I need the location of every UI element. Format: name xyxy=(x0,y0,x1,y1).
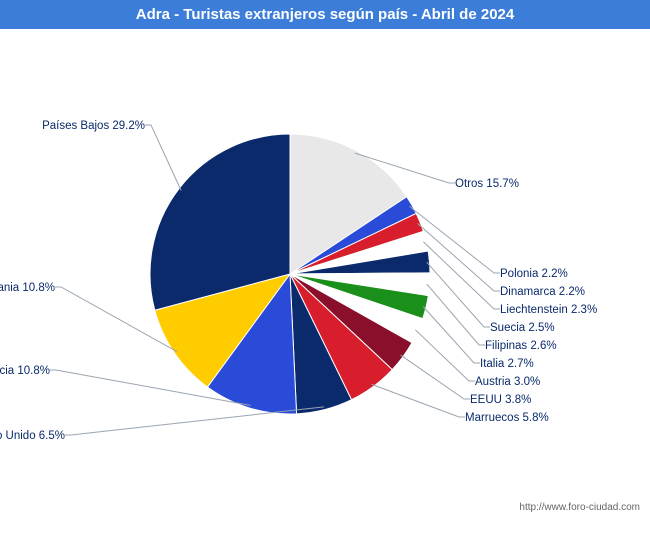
slice-label: Filipinas 2.6% xyxy=(485,340,557,352)
slice-label: Liechtenstein 2.3% xyxy=(500,304,597,316)
slice-label: Alemania 10.8% xyxy=(0,282,55,294)
slice-label: Reino Unido 6.5% xyxy=(0,430,65,442)
slice-label: Polonia 2.2% xyxy=(500,268,568,280)
pie-chart: Otros 15.7% Polonia 2.2% Dinamarca 2.2% Lie… xyxy=(0,29,650,519)
leader-line xyxy=(427,284,485,345)
leader-line xyxy=(372,384,465,417)
slice-label: Marruecos 5.8% xyxy=(465,412,549,424)
leader-line xyxy=(423,242,500,309)
slice-label: Países Bajos 29.2% xyxy=(42,120,145,132)
leader-line xyxy=(401,355,470,399)
slice-label: EEUU 3.8% xyxy=(470,394,531,406)
slice-label: Austria 3.0% xyxy=(475,376,540,388)
footer-credit: http://www.foro-ciudad.com xyxy=(519,502,640,513)
leader-line xyxy=(65,407,324,435)
slice-label: Francia 10.8% xyxy=(0,365,50,377)
chart-area: Otros 15.7% Polonia 2.2% Dinamarca 2.2% Lie… xyxy=(0,29,650,519)
leader-line xyxy=(145,125,181,190)
chart-title: Adra - Turistas extranjeros según país -… xyxy=(0,0,650,29)
leader-line xyxy=(415,330,475,381)
slice-label: Italia 2.7% xyxy=(480,358,534,370)
leader-line xyxy=(423,307,480,363)
slice-label: Otros 15.7% xyxy=(455,178,519,190)
slice-label: Suecia 2.5% xyxy=(490,322,555,334)
slice-label: Dinamarca 2.2% xyxy=(500,286,585,298)
